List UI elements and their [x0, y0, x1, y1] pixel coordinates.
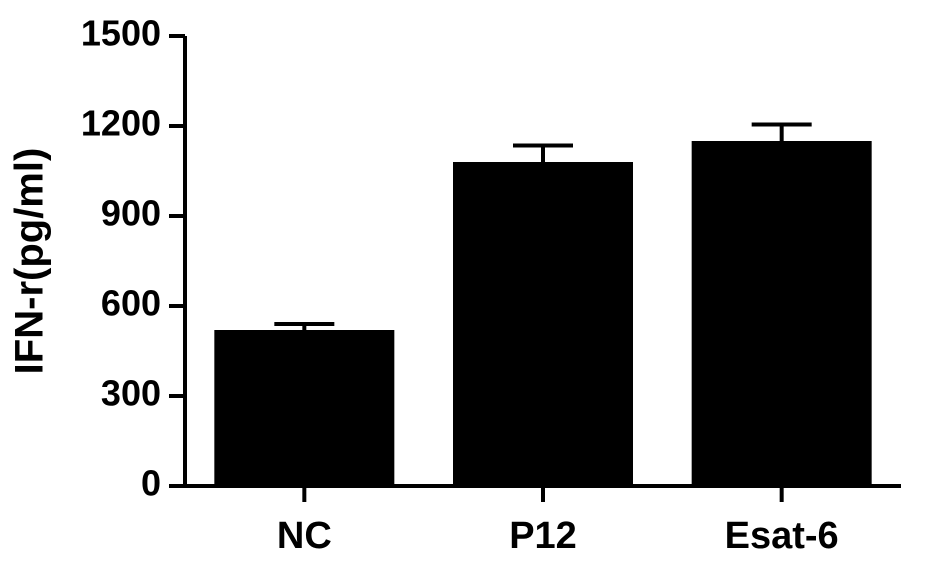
- y-tick-label: 1200: [81, 103, 161, 144]
- x-tick-label: Esat-6: [725, 515, 839, 557]
- y-tick-label: 900: [101, 193, 161, 234]
- x-tick-label: NC: [277, 515, 332, 557]
- y-tick-label: 600: [101, 283, 161, 324]
- bar: [692, 141, 872, 486]
- y-axis-label: IFN-r(pg/ml): [8, 148, 52, 375]
- bar: [453, 162, 633, 486]
- x-tick-label: P12: [509, 515, 577, 557]
- bar: [214, 330, 394, 486]
- ifn-r-bar-chart: 0 300 600 900 1200 1500 IFN-r(pg/ml) NC P12 Esat-…: [0, 0, 934, 571]
- y-tick-label: 300: [101, 373, 161, 414]
- y-tick-label: 0: [141, 463, 161, 504]
- chart-svg: 0 300 600 900 1200 1500 IFN-r(pg/ml) NC P12 Esat-…: [0, 0, 934, 571]
- y-tick-label: 1500: [81, 13, 161, 54]
